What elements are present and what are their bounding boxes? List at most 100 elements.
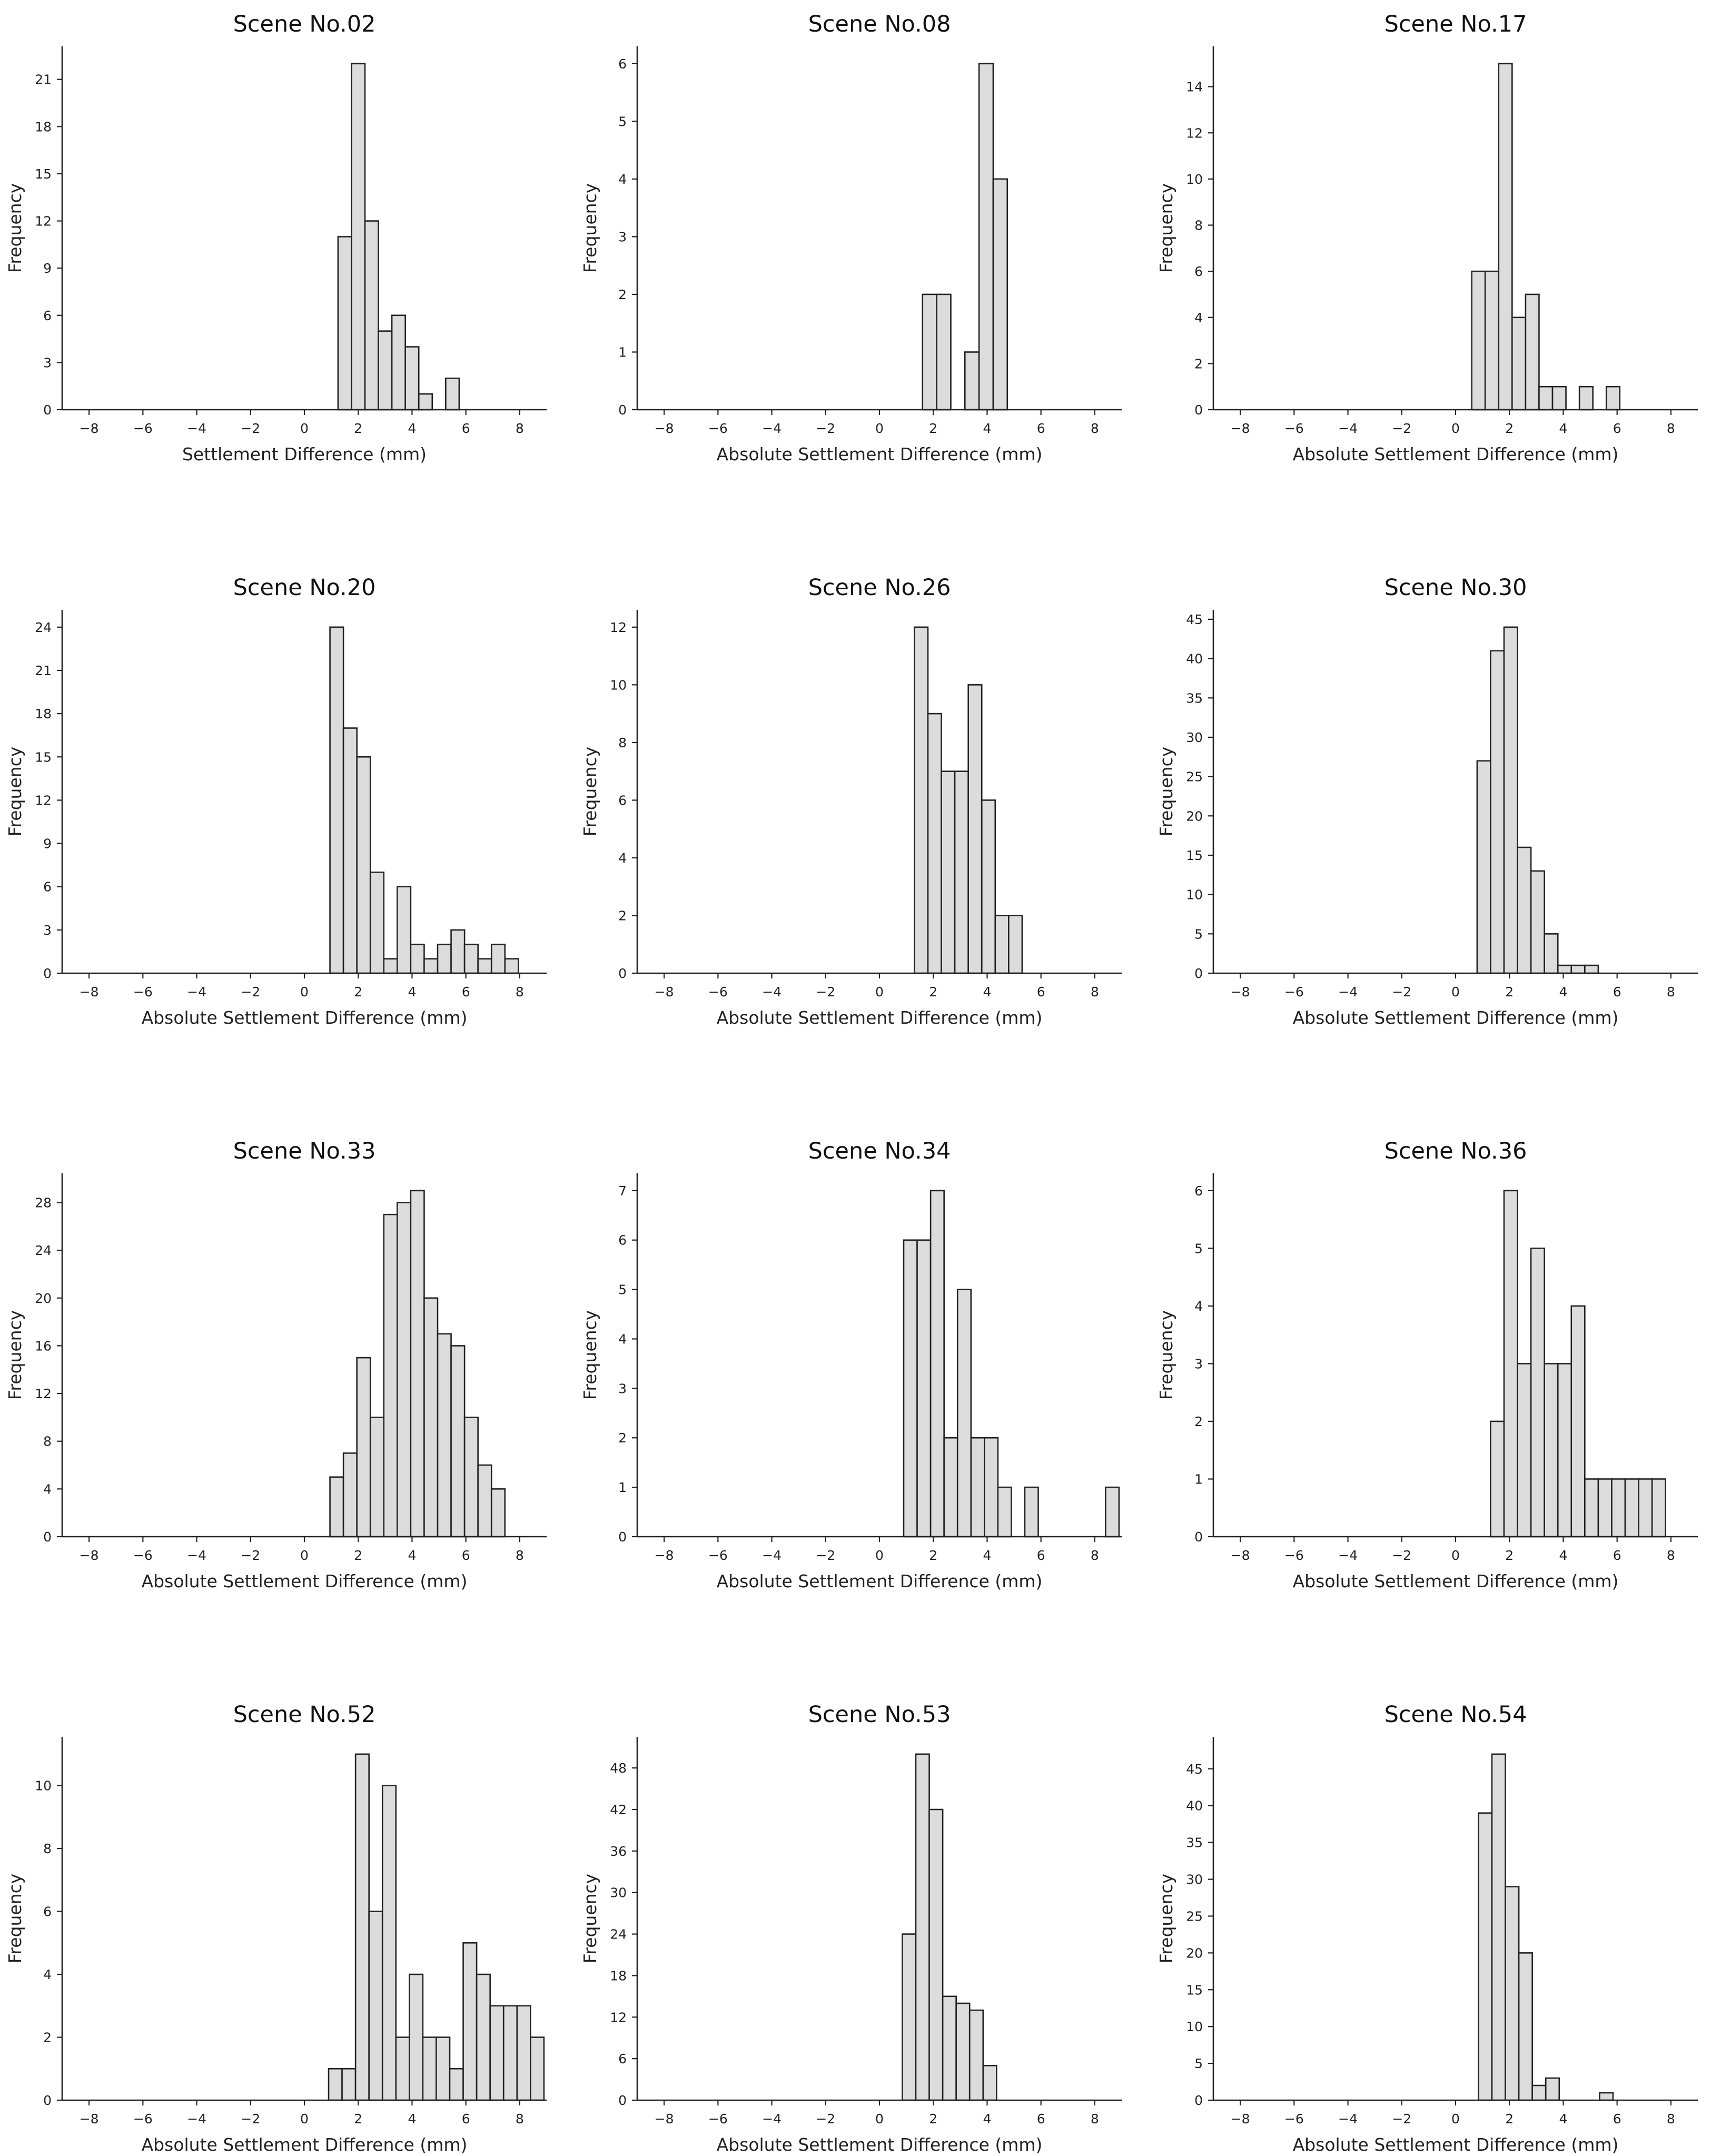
histogram-bar — [423, 958, 439, 974]
y-tick-label: 10 — [1186, 2019, 1203, 2034]
x-tick-label: −6 — [133, 2111, 153, 2127]
x-tick-label: 6 — [1037, 421, 1045, 436]
histogram-bar — [903, 1239, 918, 1538]
y-tick-label: 4 — [1194, 1299, 1203, 1314]
y-axis-label: Frequency — [1156, 1874, 1176, 1963]
y-tick-label: 12 — [610, 620, 627, 635]
histogram-bar — [1538, 385, 1554, 411]
y-tick-label: 8 — [43, 1841, 52, 1856]
histogram-bar — [337, 236, 352, 411]
chart-title: Scene No.30 — [1384, 575, 1527, 601]
histogram-bar — [477, 1464, 492, 1538]
x-tick-label: −6 — [708, 421, 728, 436]
x-tick-label: −6 — [708, 2111, 728, 2127]
y-tick-label: 42 — [610, 1802, 627, 1817]
histogram-bar — [489, 2005, 505, 2101]
y-axis-label: Frequency — [1156, 1310, 1176, 1400]
chart-title: Scene No.54 — [1384, 1702, 1527, 1728]
x-tick-label: 0 — [1451, 1548, 1460, 1563]
histogram-bar — [1557, 1363, 1572, 1538]
histogram-bar — [383, 1213, 398, 1538]
histogram-bar — [1599, 2092, 1614, 2101]
x-axis-label: Absolute Settlement Difference (mm) — [1293, 1007, 1619, 1028]
histogram-bar — [1478, 1812, 1493, 2101]
y-tick-label: 0 — [1194, 966, 1203, 981]
x-tick-label: −4 — [1338, 1548, 1358, 1563]
y-tick-label: 28 — [35, 1195, 52, 1211]
histogram-bar — [964, 351, 980, 411]
x-tick-label: −8 — [1231, 421, 1250, 436]
histogram-bar — [436, 2036, 451, 2101]
histogram-bar — [1551, 385, 1567, 411]
x-tick-label: −8 — [655, 421, 674, 436]
x-tick-label: 4 — [983, 421, 991, 436]
y-axis-label: Frequency — [5, 183, 25, 273]
y-tick-label: 21 — [35, 663, 52, 678]
histogram-bar — [1503, 1190, 1518, 1538]
histogram-bar — [383, 958, 398, 974]
x-tick-label: 0 — [1451, 2111, 1460, 2127]
histogram-bar — [342, 727, 358, 974]
chart-title: Scene No.02 — [233, 11, 376, 37]
histogram-bar — [490, 1488, 506, 1538]
chart-title: Scene No.20 — [233, 575, 376, 601]
chart-title: Scene No.33 — [233, 1138, 376, 1164]
histogram-bar — [1525, 293, 1540, 411]
histogram-bar — [1491, 1753, 1506, 2101]
histogram-bar — [462, 1942, 478, 2101]
x-tick-label: 0 — [1451, 421, 1460, 436]
x-tick-label: 2 — [1505, 2111, 1514, 2127]
y-tick-label: 4 — [618, 850, 627, 866]
x-tick-label: 8 — [1091, 984, 1099, 1000]
x-tick-label: 2 — [929, 1548, 937, 1563]
histogram-bar — [328, 2068, 343, 2101]
x-tick-label: −8 — [1231, 1548, 1250, 1563]
y-tick-label: 2 — [618, 287, 627, 302]
histogram-bar — [1503, 626, 1518, 974]
y-tick-label: 6 — [43, 879, 52, 895]
y-tick-label: 9 — [43, 261, 52, 276]
y-tick-label: 5 — [1194, 926, 1203, 942]
y-tick-label: 9 — [43, 836, 52, 852]
x-tick-label: −2 — [241, 2111, 260, 2127]
chart-title: Scene No.26 — [808, 575, 951, 601]
histogram-bar — [1544, 1363, 1559, 1538]
x-tick-label: 4 — [983, 1548, 991, 1563]
histogram-bar — [1008, 915, 1023, 974]
x-tick-label: −2 — [241, 984, 260, 1000]
x-tick-label: −8 — [655, 984, 674, 1000]
y-tick-label: 2 — [43, 2030, 52, 2045]
x-tick-label: −6 — [133, 984, 153, 1000]
y-tick-label: 20 — [35, 1291, 52, 1306]
y-tick-label: 12 — [35, 1386, 52, 1401]
y-tick-label: 0 — [1194, 1529, 1203, 1545]
y-axis-label: Frequency — [5, 1874, 25, 1963]
y-tick-label: 24 — [610, 1927, 627, 1942]
histogram-bar — [955, 2002, 971, 2101]
x-tick-label: 4 — [1559, 421, 1567, 436]
x-tick-label: 8 — [516, 1548, 524, 1563]
histogram-bar — [1498, 63, 1513, 411]
histogram-bar — [409, 1973, 424, 2101]
chart-title: Scene No.08 — [808, 11, 951, 37]
histogram-bar — [437, 943, 452, 974]
y-tick-label: 8 — [1194, 218, 1203, 233]
y-tick-label: 2 — [618, 1430, 627, 1446]
histogram-bar — [1530, 1248, 1545, 1538]
x-tick-label: 0 — [875, 984, 884, 1000]
histogram-bar — [954, 770, 969, 974]
histogram-bar — [356, 1357, 371, 1538]
x-tick-label: −6 — [1284, 421, 1304, 436]
histogram-bar — [329, 626, 344, 974]
histogram-bar — [437, 1333, 452, 1538]
histogram-bar — [914, 626, 929, 974]
y-tick-label: 0 — [43, 1529, 52, 1545]
x-tick-label: 8 — [1667, 2111, 1675, 2127]
chart-title: Scene No.17 — [1384, 11, 1527, 37]
x-tick-label: 0 — [300, 2111, 309, 2127]
chart-panel-12: −8 −6 −4 −2 0 2 4 6 8 0 5 10 15 20 25 30 35 40 45 Scene No.… — [1156, 1702, 1698, 2155]
y-tick-label: 25 — [1186, 769, 1203, 785]
